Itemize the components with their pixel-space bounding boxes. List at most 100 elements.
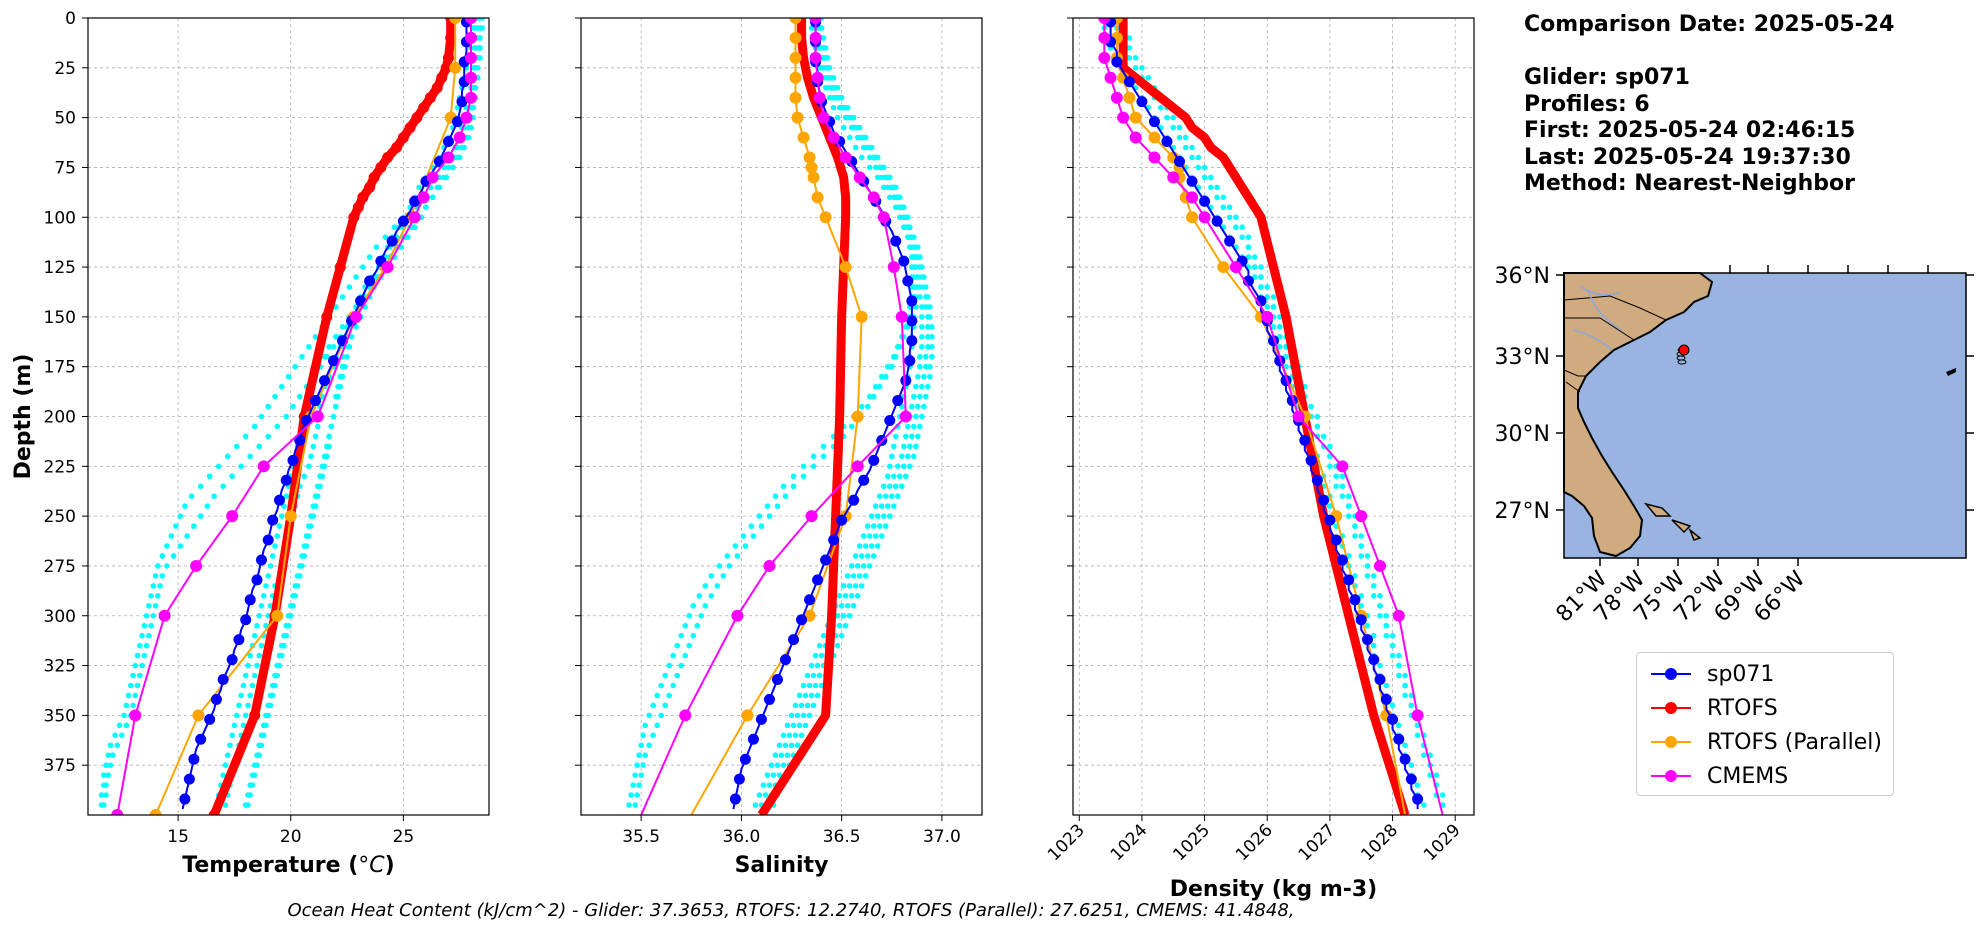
- ensemble-point: [852, 583, 859, 589]
- cmems-point: [453, 131, 466, 144]
- glider-point: [906, 315, 918, 327]
- ensemble-point: [1189, 154, 1195, 161]
- ensemble-point: [866, 164, 873, 171]
- ensemble-point: [925, 334, 931, 340]
- ensemble-point: [1126, 45, 1133, 51]
- ensemble-point: [800, 682, 807, 689]
- glider-point: [244, 594, 256, 606]
- ensemble-point: [852, 144, 859, 151]
- ensemble-point: [838, 632, 845, 639]
- ensemble-point: [784, 752, 791, 759]
- ensemble-point: [326, 343, 332, 350]
- rtofs-parallel-point: [449, 61, 462, 74]
- cmems-point: [426, 171, 439, 184]
- rtofs-parallel-point: [807, 171, 820, 184]
- glider-marker: [1676, 344, 1690, 365]
- cmems-point: [811, 71, 824, 84]
- ensemble-point: [1220, 204, 1227, 211]
- rtofs-point: [348, 211, 360, 223]
- ensemble-point: [1258, 274, 1264, 280]
- ensemble-point: [650, 732, 656, 739]
- rtofs-parallel-point: [811, 191, 824, 204]
- ensemble-point: [1433, 772, 1440, 778]
- ensemble-point: [872, 533, 879, 539]
- map-state-border: [1564, 317, 1635, 341]
- ensemble-point: [800, 473, 807, 480]
- ensemble-point: [929, 334, 935, 340]
- ensemble-point: [870, 523, 877, 529]
- ensemble-point: [638, 742, 644, 749]
- glider-point: [848, 494, 860, 506]
- cmems-point: [1355, 510, 1368, 523]
- ensemble-point: [810, 463, 817, 470]
- ensemble-point: [1220, 194, 1227, 201]
- ensemble-point: [1364, 573, 1371, 579]
- ensemble-point: [263, 712, 269, 719]
- y-tick-label: 250: [44, 507, 76, 527]
- ensemble-point: [850, 573, 857, 579]
- ensemble-point: [146, 602, 152, 609]
- cmems-point: [408, 211, 421, 224]
- ensemble-point: [750, 533, 757, 539]
- profile-panel-2: 1023 1024 1025 1026 1027 1028 1029 Density (kg …: [1044, 17, 1475, 902]
- ensemble-point: [886, 513, 893, 519]
- ensemble-point: [130, 702, 136, 709]
- ensemble-point: [1157, 104, 1164, 111]
- ensemble-point: [838, 602, 845, 609]
- ensemble-point: [880, 184, 887, 191]
- ensemble-point: [310, 443, 317, 450]
- ensemble-point: [911, 244, 917, 250]
- ensemble-point: [1132, 55, 1139, 61]
- profile-panel-0: 0 25 50 75 100 125 150 175 200 225 250 275 300 325 350…: [11, 9, 490, 878]
- ensemble-point: [1251, 274, 1258, 280]
- glider-point: [456, 96, 468, 108]
- map-rivers: [1573, 285, 1623, 351]
- ensemble-point: [764, 503, 771, 509]
- cmems-point: [1129, 131, 1142, 144]
- ensemble-point: [1264, 304, 1271, 310]
- ensemble-point: [786, 732, 793, 739]
- ensemble-point: [778, 752, 785, 759]
- rtofs-point: [391, 142, 403, 154]
- legend-label: RTOFS (Parallel): [1707, 729, 1882, 755]
- ensemble-point: [842, 593, 849, 599]
- cmems-point: [1374, 559, 1387, 572]
- ensemble-point: [884, 184, 891, 191]
- cmems-point: [257, 460, 270, 473]
- ensemble-point: [456, 154, 463, 161]
- ensemble-point: [1208, 174, 1214, 181]
- cmems-point: [1104, 71, 1117, 84]
- map-bermuda: [1946, 368, 1956, 376]
- ensemble-point: [862, 543, 869, 549]
- ensemble-point: [1383, 612, 1390, 619]
- x-tick-label: 35.5: [622, 827, 660, 847]
- ensemble-point: [148, 593, 154, 599]
- ensemble-point: [794, 712, 801, 719]
- ensemble-point: [454, 144, 461, 151]
- ensemble-point: [450, 164, 456, 171]
- glider-point: [900, 375, 912, 387]
- ensemble-point: [919, 314, 925, 320]
- ensemble-point: [726, 563, 733, 569]
- ensemble-point: [1352, 523, 1358, 529]
- ensemble-point: [251, 762, 258, 768]
- cmems-point: [158, 609, 171, 622]
- rtofs-parallel-point: [797, 131, 810, 144]
- cmems-point: [731, 609, 744, 622]
- glider-point: [788, 634, 800, 646]
- ensemble-point: [760, 782, 767, 788]
- ensemble-point: [808, 662, 815, 669]
- ensemble-point: [222, 762, 229, 768]
- glider-point: [1174, 155, 1186, 167]
- rtofs-parallel-point: [1123, 91, 1136, 104]
- rtofs-point: [208, 809, 220, 815]
- ensemble-point: [479, 18, 486, 21]
- ensemble-point: [860, 533, 867, 539]
- ensemble-point: [1126, 35, 1133, 41]
- ensemble-point: [123, 722, 130, 729]
- ensemble-point: [925, 343, 931, 350]
- cmems-point: [417, 191, 430, 204]
- ensemble-point: [314, 423, 321, 430]
- ensemble-point: [330, 343, 337, 350]
- ensemble-point: [762, 792, 769, 798]
